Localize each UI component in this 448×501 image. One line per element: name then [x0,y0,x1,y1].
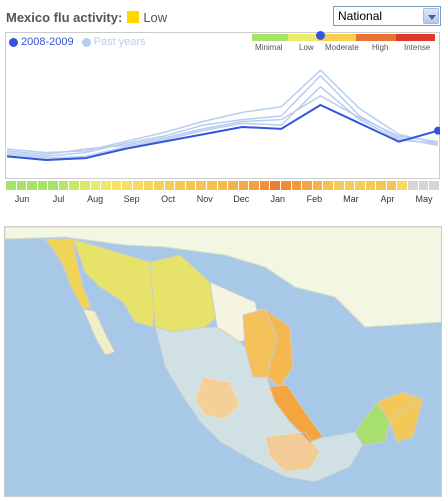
activity-strip-cell [27,181,37,190]
activity-strip-cell [323,181,333,190]
activity-strip-cell [333,181,344,190]
united-states [5,227,441,328]
activity-strip-cell [238,181,249,190]
activity-strip-cell [185,181,196,190]
scale-high [356,34,396,41]
activity-strip-cell [196,181,206,190]
scale-moderate [318,34,356,41]
activity-strip-cell [37,181,48,190]
current-value-point[interactable] [434,126,440,135]
month-label: May [415,194,433,204]
activity-strip-cell [132,181,143,190]
activity-strip-cell [429,181,439,190]
month-axis: Jun Jul Aug Sep Oct Nov Dec Jan Feb Mar Apr May [6,194,440,206]
activity-strip-cell [418,181,429,190]
month-label: Dec [233,194,250,204]
series-line-past-3 [6,85,439,159]
central-mexico [154,326,364,483]
activity-strip-cell [175,181,185,190]
current-season-dot-icon [9,37,18,47]
activity-strip-cell [312,181,323,190]
quintana-roo[interactable] [389,391,424,443]
activity-strip-cell [376,181,386,190]
month-label: Jul [52,194,65,204]
baja-california-sur[interactable] [82,308,116,356]
month-label: Jun [14,194,30,204]
activity-strip-cell [228,181,238,190]
activity-level-label: Low [143,9,168,25]
activity-strip-cell [397,181,407,190]
activity-strip-cell [291,181,302,190]
scale-labels: Minimal Low Moderate High Intense [252,41,435,53]
baja-california[interactable] [43,238,92,310]
activity-strip-cell [206,181,217,190]
activity-strip-cell [386,181,397,190]
month-label: Sep [123,194,140,204]
scale-minimal [252,34,288,41]
series-line-past-2 [6,69,439,154]
scale-low [288,34,318,41]
activity-strip-cell [80,181,90,190]
scale-label-low: Low [299,43,314,52]
activity-strip-cell [281,181,291,190]
past-years-dot-icon [81,37,91,47]
activity-strip-cell [407,181,418,190]
mexico-map [4,226,442,497]
chevron-down-icon[interactable] [423,8,439,24]
activity-strip-cell [365,181,376,190]
activity-strip-cell [90,181,101,190]
activity-strip-cell [249,181,259,190]
legend-past-label: Past years [93,36,146,48]
series-line-past-4 [6,94,439,156]
flu-activity-header: Mexico flu activity: Low [6,7,167,27]
activity-strip-cell [58,181,69,190]
month-label: Apr [380,194,395,204]
level-swatch [127,11,140,23]
activity-strip-cell [154,181,164,190]
chart-legend: 2008-2009 Past years [9,36,154,48]
activity-strip-cell [355,181,365,190]
month-label: Aug [87,194,104,204]
activity-scale-legend: Minimal Low Moderate High Intense [252,31,435,53]
activity-strip-cell [270,181,281,190]
month-label: Nov [196,194,213,204]
activity-strip-cell [302,181,312,190]
activity-strip-cell [259,181,270,190]
legend-current-label: 2008-2009 [21,36,74,48]
activity-strip-cell [69,181,80,190]
scale-label-intense: Intense [404,43,431,52]
activity-strip-cell [164,181,175,190]
flu-trend-chart [6,69,440,162]
current-level-marker-icon [316,31,325,40]
activity-strip-cell [111,181,122,190]
series-line-past-1 [6,74,439,158]
activity-strip-cell [101,181,111,190]
month-label: Feb [306,194,323,204]
scale-intense [396,34,435,41]
mexico-map-svg [5,227,441,496]
month-label: Jan [270,194,286,204]
activity-strip-cell [48,181,58,190]
activity-strip-cell [6,181,16,190]
legend-current-season[interactable]: 2008-2009 [9,36,74,48]
scale-label-moderate: Moderate [325,43,359,52]
series-line-current [6,103,439,162]
activity-strip-cell [344,181,355,190]
scale-bar [252,34,435,41]
activity-strip [6,181,440,190]
scale-label-minimal: Minimal [255,43,283,52]
activity-strip-cell [143,181,154,190]
page-title: Mexico flu activity: [6,9,123,25]
activity-strip-cell [16,181,27,190]
legend-past-years[interactable]: Past years [81,36,146,48]
month-label: Mar [343,194,359,204]
activity-strip-cell [217,181,228,190]
region-select-value: National [338,9,383,23]
region-select[interactable]: National [333,6,441,26]
scale-label-high: High [372,43,389,52]
chart-panel [5,32,440,179]
activity-strip-cell [122,181,132,190]
month-label: Oct [161,194,176,204]
